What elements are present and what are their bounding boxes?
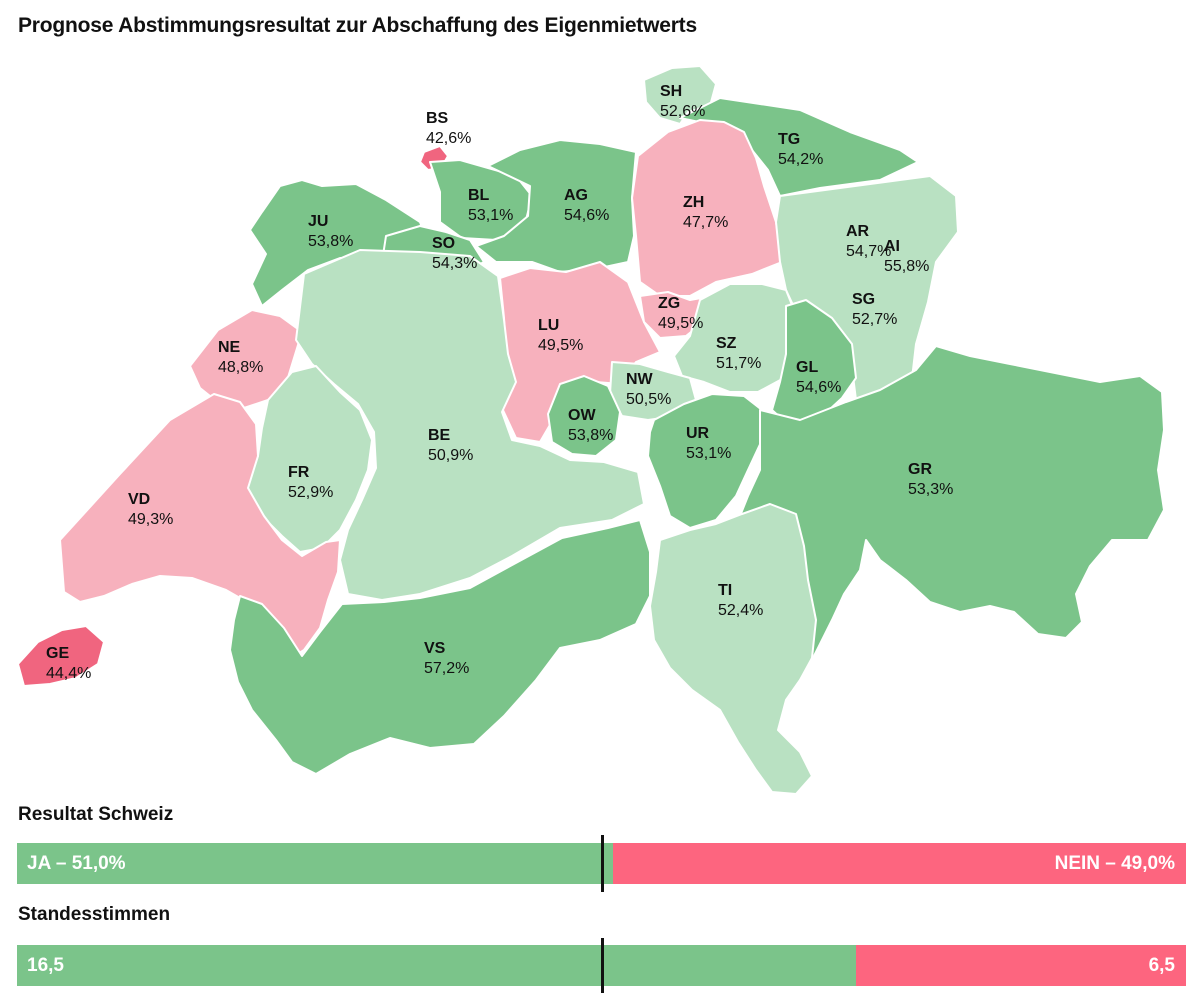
canton-yes-share-label: 44,4% (46, 665, 91, 682)
canton-code-label: AI (884, 238, 900, 255)
canton-vd (59, 393, 341, 661)
canton-code-label: VD (128, 491, 150, 508)
majority-marker (601, 835, 604, 892)
canton-yes-share-label: 42,6% (426, 130, 471, 147)
canton-yes-share-label: 52,6% (660, 103, 705, 120)
canton-code-label: BE (428, 427, 451, 444)
yes-share-bar (17, 843, 613, 884)
canton-yes-share-label: 52,7% (852, 311, 897, 328)
canton-ur (647, 393, 763, 529)
canton-be (295, 249, 645, 601)
no-share-bar (613, 843, 1186, 884)
no-cantonal-votes-bar (856, 945, 1186, 986)
canton-yes-share-label: 47,7% (683, 214, 728, 231)
canton-code-label: AG (564, 187, 588, 204)
canton-code-label: JU (308, 213, 328, 230)
canton-yes-share-label: 53,8% (308, 233, 353, 250)
canton-yes-share-label: 54,2% (778, 151, 823, 168)
canton-ti (649, 503, 817, 795)
yes-cantonal-votes-label: 16,5 (27, 955, 64, 976)
canton-yes-share-label: 48,8% (218, 359, 263, 376)
canton-yes-share-label: 53,3% (908, 481, 953, 498)
canton-code-label: OW (568, 407, 596, 424)
canton-code-label: NE (218, 339, 241, 356)
yes-share-label: JA – 51,0% (27, 853, 126, 874)
canton-code-label: SZ (716, 335, 737, 352)
canton-yes-share-label: 50,9% (428, 447, 473, 464)
canton-code-label: SO (432, 235, 455, 252)
canton-code-label: SG (852, 291, 875, 308)
canton-yes-share-label: 53,8% (568, 427, 613, 444)
canton-code-label: FR (288, 464, 310, 481)
canton-yes-share-label: 52,9% (288, 484, 333, 501)
canton-yes-share-label: 52,4% (718, 602, 763, 619)
canton-code-label: GR (908, 461, 932, 478)
canton-yes-share-label: 50,5% (626, 391, 671, 408)
canton-yes-share-label: 55,8% (884, 258, 929, 275)
canton-yes-share-label: 53,1% (468, 207, 513, 224)
canton-yes-share-label: 49,5% (538, 337, 583, 354)
cantonal-votes-bar: 16,5 6,5 (17, 945, 1186, 986)
switzerland-canton-map: BS 42,6% SH 52,6% TG 54,2% JU 53,8% BL 53,1% AG 54,… (17, 65, 1165, 795)
canton-code-label: GL (796, 359, 818, 376)
map-title: Prognose Abstimmungsresultat zur Abschaf… (18, 14, 697, 37)
canton-code-label: LU (538, 317, 559, 334)
canton-code-label: BL (468, 187, 490, 204)
canton-yes-share-label: 57,2% (424, 660, 469, 677)
canton-code-label: ZG (658, 295, 680, 312)
canton-code-label: UR (686, 425, 710, 442)
canton-yes-share-label: 54,6% (564, 207, 609, 224)
canton-yes-share-label: 54,3% (432, 255, 477, 272)
cantonal-majority-marker (601, 938, 604, 993)
canton-yes-share-label: 49,3% (128, 511, 173, 528)
canton-sz (673, 283, 799, 393)
canton-code-label: NW (626, 371, 654, 388)
canton-ge (17, 625, 105, 687)
cantonal-section-title: Standesstimmen (18, 904, 171, 925)
canton-ow (547, 375, 621, 457)
yes-cantonal-votes-bar (17, 945, 856, 986)
canton-code-label: AR (846, 223, 870, 240)
canton-code-label: TG (778, 131, 800, 148)
canton-code-label: GE (46, 645, 69, 662)
canton-yes-share-label: 53,1% (686, 445, 731, 462)
canton-code-label: SH (660, 83, 682, 100)
no-cantonal-votes-label: 6,5 (1148, 955, 1175, 976)
canton-yes-share-label: 51,7% (716, 355, 761, 372)
no-share-label: NEIN – 49,0% (1054, 853, 1175, 874)
canton-yes-share-label: 54,7% (846, 243, 891, 260)
result-section-title: Resultat Schweiz (18, 804, 174, 825)
canton-vs (229, 519, 651, 775)
canton-code-label: BS (426, 110, 449, 127)
canton-yes-share-label: 54,6% (796, 379, 841, 396)
national-result-bar: JA – 51,0% NEIN – 49,0% (17, 843, 1186, 884)
canton-code-label: VS (424, 640, 446, 657)
canton-code-label: TI (718, 582, 732, 599)
canton-yes-share-label: 49,5% (658, 315, 703, 332)
canton-code-label: ZH (683, 194, 704, 211)
